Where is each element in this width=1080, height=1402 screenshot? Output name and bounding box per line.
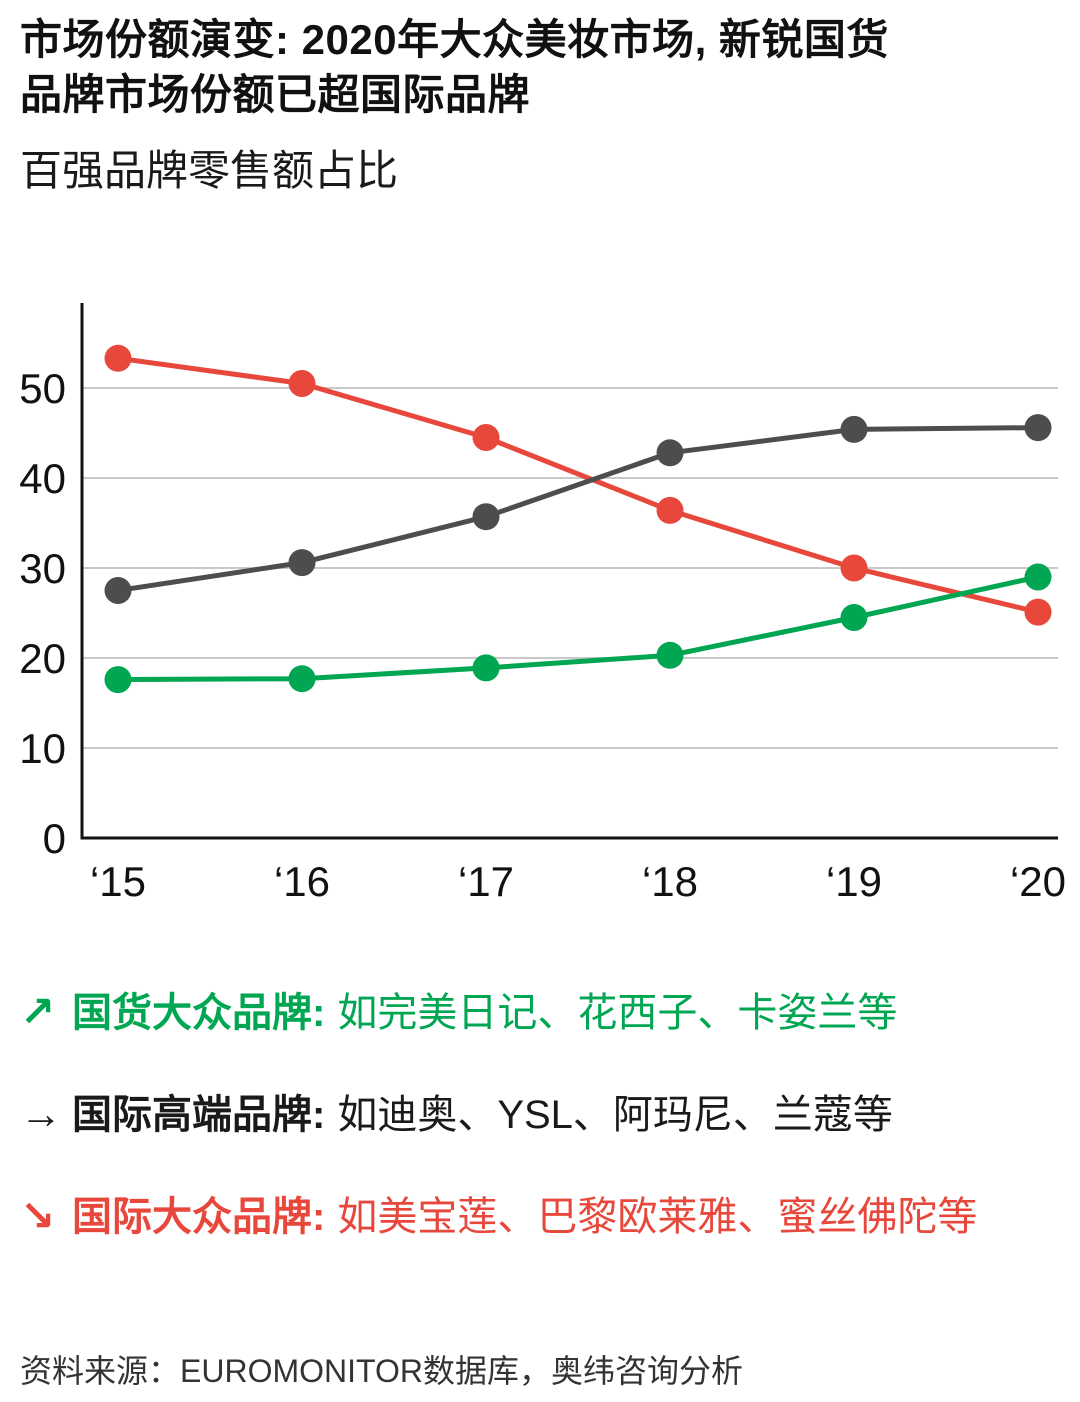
trend-up-icon: ↗ bbox=[20, 987, 56, 1035]
svg-text:‘19: ‘19 bbox=[826, 858, 882, 905]
line-chart: 0 10 20 30 40 50 ‘15 ‘16 ‘17 ‘18 ‘19 ‘20 bbox=[19, 302, 1066, 905]
source-note: 资料来源：EUROMONITOR数据库，奥纬咨询分析 bbox=[20, 1353, 743, 1389]
svg-text:50: 50 bbox=[19, 365, 66, 412]
svg-text:10: 10 bbox=[19, 725, 66, 772]
page-title: 市场份额演变: 2020年大众美妆市场, 新锐国货 品牌市场份额已超国际品牌 bbox=[20, 16, 889, 119]
svg-text:40: 40 bbox=[19, 455, 66, 502]
trend-flat-icon: → bbox=[20, 1090, 62, 1138]
svg-text:‘17: ‘17 bbox=[458, 858, 514, 905]
legend-item-intl-premium: → 国际高端品牌: 如迪奥、YSL、阿玛尼、兰蔻等 bbox=[20, 1090, 1060, 1138]
legend-description: 如迪奥、YSL、阿玛尼、兰蔻等 bbox=[337, 1093, 893, 1138]
legend-label: 国际大众品牌: bbox=[72, 1195, 326, 1240]
svg-text:30: 30 bbox=[19, 545, 66, 592]
legend-item-intl-mass: ↘ 国际大众品牌: 如美宝莲、巴黎欧莱雅、蜜丝佛陀等 bbox=[20, 1192, 1060, 1240]
legend-description: 如美宝莲、巴黎欧莱雅、蜜丝佛陀等 bbox=[337, 1195, 978, 1240]
svg-text:‘20: ‘20 bbox=[1010, 858, 1066, 905]
svg-text:‘15: ‘15 bbox=[90, 858, 146, 905]
legend-description: 如完美日记、花西子、卡姿兰等 bbox=[337, 990, 898, 1035]
chart-legend: ↗ 国货大众品牌: 如完美日记、花西子、卡姿兰等 → 国际高端品牌: 如迪奥、Y… bbox=[20, 988, 1060, 1241]
svg-text:20: 20 bbox=[19, 635, 66, 682]
trend-down-icon: ↘ bbox=[20, 1192, 56, 1240]
legend-item-domestic-mass: ↗ 国货大众品牌: 如完美日记、花西子、卡姿兰等 bbox=[20, 988, 1060, 1036]
legend-label: 国际高端品牌: bbox=[72, 1093, 326, 1138]
svg-text:0: 0 bbox=[43, 815, 66, 862]
chart-subtitle: 百强品牌零售额占比 bbox=[20, 146, 399, 194]
legend-label: 国货大众品牌: bbox=[72, 990, 326, 1035]
svg-text:‘16: ‘16 bbox=[274, 858, 330, 905]
svg-text:‘18: ‘18 bbox=[642, 858, 698, 905]
